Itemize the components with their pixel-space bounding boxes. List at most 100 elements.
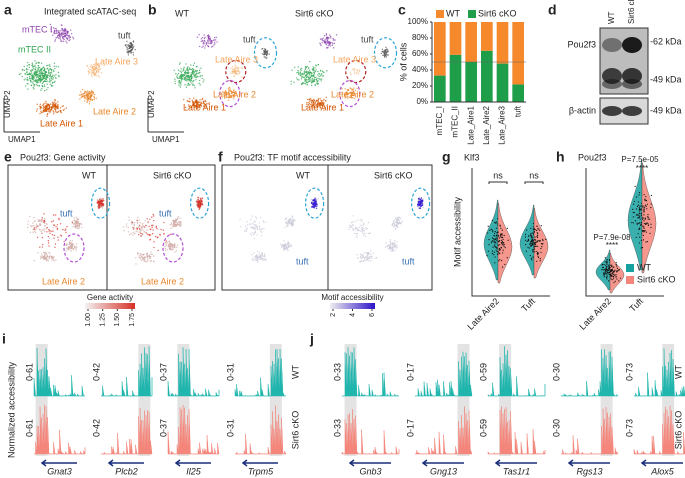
cell-point (147, 259, 148, 260)
cell-point (604, 264, 605, 265)
cell-point (142, 254, 143, 255)
cell-point (35, 69, 36, 70)
cell-point (77, 221, 78, 222)
cell-point (34, 60, 35, 61)
cell-point (537, 240, 538, 241)
cell-point (137, 217, 138, 218)
cell-point (648, 225, 649, 226)
cell-point (499, 244, 500, 245)
cell-point (93, 99, 94, 100)
range-label: 0-17 (405, 363, 415, 381)
group-label: Sirt6 cKO (374, 170, 413, 180)
cell-point (100, 198, 101, 199)
cell-point (540, 260, 541, 261)
cell-point (34, 71, 35, 72)
bar-segment (512, 84, 524, 102)
cell-point (60, 223, 61, 224)
cell-point (308, 99, 309, 100)
cell-point (157, 237, 158, 238)
cell-point (70, 29, 71, 30)
cell-point (102, 207, 103, 208)
cell-point (606, 274, 607, 275)
cell-point (636, 208, 637, 209)
cluster-label: mTEC I (22, 24, 53, 34)
cell-point (146, 218, 147, 219)
cell-point (56, 28, 57, 29)
cell-point (54, 101, 55, 102)
cell-point (616, 266, 617, 267)
cell-point (152, 229, 153, 230)
cell-point (60, 41, 61, 42)
cell-point (50, 111, 51, 112)
cell-point (376, 257, 377, 258)
cell-point (55, 39, 56, 40)
cell-point (206, 44, 207, 45)
cell-point (313, 206, 315, 208)
cell-point (291, 81, 292, 82)
cell-point (44, 257, 45, 258)
cell-point (604, 269, 605, 270)
cell-point (326, 38, 327, 39)
cell-point (362, 255, 363, 256)
cell-point (382, 51, 383, 52)
cell-point (620, 278, 621, 279)
cell-point (540, 252, 541, 253)
cell-point (213, 44, 214, 45)
cell-point (60, 110, 61, 111)
cell-point (392, 245, 393, 246)
cell-point (52, 110, 53, 111)
cell-point (542, 239, 543, 240)
bar-segment (481, 51, 493, 102)
y-tick-label: 40% (412, 65, 428, 74)
cell-point (186, 80, 187, 81)
cell-point (542, 240, 543, 241)
cell-point (66, 42, 67, 43)
cell-point (35, 232, 36, 233)
cell-point (384, 56, 385, 57)
cell-point (79, 95, 80, 96)
coverage-track (168, 405, 219, 454)
cell-point (151, 216, 152, 217)
cell-point (53, 259, 54, 260)
cell-point (320, 39, 321, 40)
cell-point (388, 246, 389, 247)
cell-point (44, 255, 45, 256)
cell-point (211, 41, 212, 42)
y-tick-label: 20% (412, 81, 428, 90)
cell-point (650, 224, 651, 225)
cell-point (388, 244, 389, 245)
cell-point (76, 220, 77, 221)
cell-point (536, 251, 537, 252)
cell-point (126, 49, 127, 50)
cell-point (488, 244, 489, 245)
cell-point (46, 255, 47, 256)
cell-point (610, 270, 611, 271)
cell-point (360, 261, 361, 262)
cell-point (46, 65, 47, 66)
cell-point (351, 227, 352, 228)
cell-point (365, 236, 366, 237)
cell-point (399, 222, 400, 223)
cell-point (177, 244, 178, 245)
cell-point (311, 82, 312, 83)
cell-point (355, 229, 356, 230)
cell-point (87, 97, 88, 98)
cell-point (300, 72, 301, 73)
cell-point (314, 81, 315, 82)
cell-point (91, 71, 92, 72)
cell-point (32, 77, 33, 78)
cell-point (46, 83, 47, 84)
cell-point (63, 110, 64, 111)
cell-point (46, 256, 47, 257)
cell-point (537, 253, 538, 254)
annotation: tuft (296, 256, 309, 266)
cell-point (180, 81, 181, 82)
cell-point (260, 217, 261, 218)
cell-point (52, 103, 53, 104)
cell-point (147, 253, 148, 254)
cell-point (397, 227, 398, 228)
cell-point (287, 220, 288, 221)
cell-point (232, 68, 233, 69)
cell-point (44, 84, 45, 85)
cell-point (651, 203, 652, 204)
